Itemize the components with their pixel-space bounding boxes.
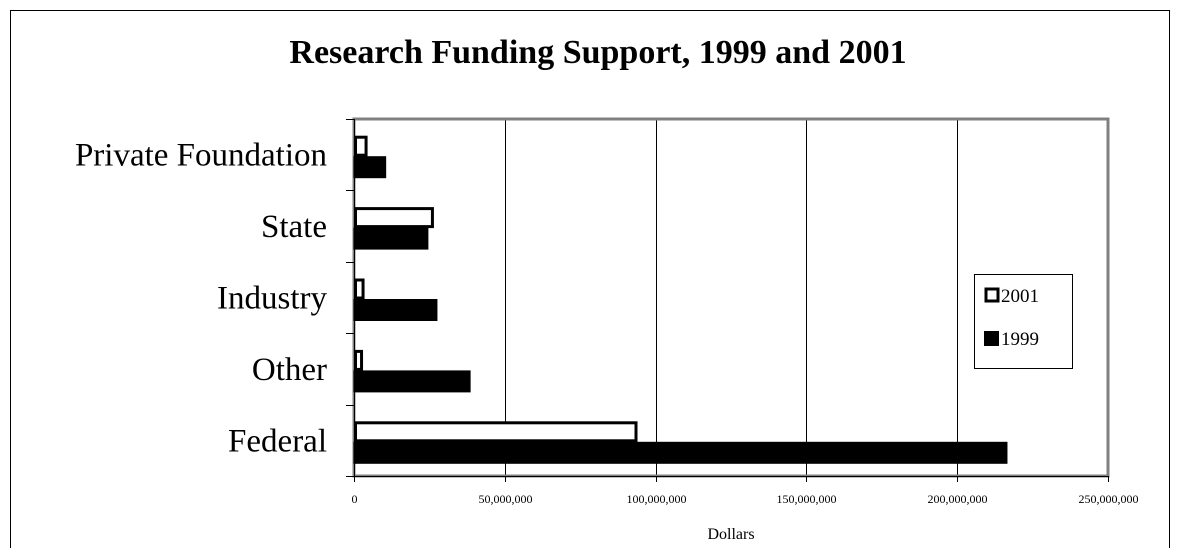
bar-1999-3 [353, 370, 471, 393]
category-label-4: Federal [228, 423, 327, 459]
legend-label-2001: 2001 [1001, 286, 1039, 307]
bar-2001-0 [354, 135, 368, 157]
category-label-2: Industry [217, 281, 327, 317]
bar-1999-0 [353, 156, 387, 179]
category-label-3: Other [252, 352, 327, 388]
x-tick-label-2: 100,000,000 [627, 492, 687, 506]
bar-1999-2 [353, 299, 438, 321]
chart-title: Research Funding Support, 1999 and 2001 [289, 34, 906, 71]
category-label-0: Private Foundation [75, 138, 327, 174]
x-tick-label-1: 50,000,000 [479, 492, 533, 506]
legend-label-1999: 1999 [1001, 329, 1039, 350]
bar-2001-2 [354, 278, 365, 300]
x-tick-label-4: 200,000,000 [928, 492, 988, 506]
chart-frame [10, 10, 1170, 548]
bar-2001-4 [354, 421, 638, 443]
bar-2001-3 [354, 349, 364, 371]
x-tick-label-0: 0 [352, 492, 358, 506]
legend: 2001 1999 [974, 274, 1073, 369]
x-tick-label-5: 250,000,000 [1079, 492, 1139, 506]
x-tick-label-3: 150,000,000 [777, 492, 837, 506]
bar-1999-1 [353, 227, 429, 250]
bar-2001-1 [354, 207, 434, 229]
x-axis-label: Dollars [707, 526, 754, 543]
legend-swatch-1999 [984, 331, 999, 346]
plot-area: Private Foundation State Industry Other Fede… [75, 117, 1139, 506]
legend-swatch-2001 [984, 287, 1000, 303]
bar-1999-4 [353, 441, 1008, 464]
category-label-1: State [261, 209, 327, 245]
